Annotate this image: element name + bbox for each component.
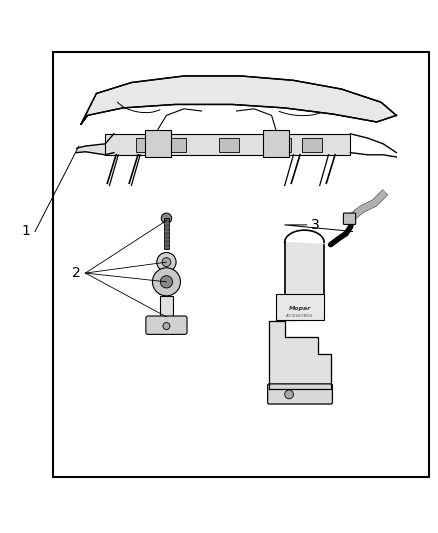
Circle shape xyxy=(152,268,180,296)
FancyBboxPatch shape xyxy=(166,138,186,152)
Circle shape xyxy=(160,276,173,288)
FancyBboxPatch shape xyxy=(160,296,173,320)
FancyBboxPatch shape xyxy=(302,138,322,152)
Text: Mopar: Mopar xyxy=(289,305,311,311)
FancyBboxPatch shape xyxy=(272,138,291,152)
FancyBboxPatch shape xyxy=(146,316,187,334)
Circle shape xyxy=(163,322,170,329)
FancyBboxPatch shape xyxy=(219,138,239,152)
FancyBboxPatch shape xyxy=(105,134,350,155)
Polygon shape xyxy=(81,76,396,124)
Polygon shape xyxy=(269,321,331,389)
FancyBboxPatch shape xyxy=(136,138,155,152)
Text: 1: 1 xyxy=(22,224,31,238)
Text: ACCESSORIES: ACCESSORIES xyxy=(286,313,314,318)
Polygon shape xyxy=(285,243,324,321)
FancyBboxPatch shape xyxy=(276,294,324,320)
Polygon shape xyxy=(77,134,114,155)
FancyBboxPatch shape xyxy=(145,130,171,157)
Text: 3: 3 xyxy=(311,218,320,232)
FancyBboxPatch shape xyxy=(263,130,289,157)
Circle shape xyxy=(162,258,171,266)
FancyBboxPatch shape xyxy=(268,384,332,404)
FancyBboxPatch shape xyxy=(343,213,356,224)
Circle shape xyxy=(157,253,176,272)
Circle shape xyxy=(161,213,172,223)
Circle shape xyxy=(285,390,293,399)
FancyBboxPatch shape xyxy=(164,219,169,249)
Text: 2: 2 xyxy=(72,266,81,280)
